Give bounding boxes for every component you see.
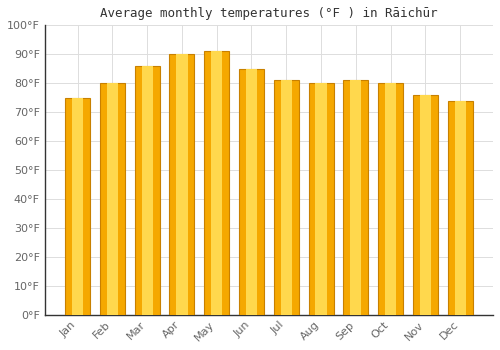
Bar <box>448 100 472 315</box>
Bar <box>344 80 368 315</box>
Bar <box>170 54 194 315</box>
Title: Average monthly temperatures (°F ) in Rāichūr: Average monthly temperatures (°F ) in Rā… <box>100 7 438 20</box>
Bar <box>246 69 257 315</box>
Bar <box>413 95 438 315</box>
Bar <box>316 83 326 315</box>
Bar <box>454 100 466 315</box>
Bar <box>142 66 153 315</box>
Bar <box>100 83 125 315</box>
Bar <box>308 83 334 315</box>
Bar <box>239 69 264 315</box>
Bar <box>385 83 396 315</box>
Bar <box>420 95 431 315</box>
Bar <box>211 51 222 315</box>
Bar <box>106 83 118 315</box>
Bar <box>280 80 292 315</box>
Bar <box>72 98 83 315</box>
Bar <box>350 80 362 315</box>
Bar <box>274 80 299 315</box>
Bar <box>204 51 229 315</box>
Bar <box>134 66 160 315</box>
Bar <box>378 83 403 315</box>
Bar <box>65 98 90 315</box>
Bar <box>176 54 188 315</box>
